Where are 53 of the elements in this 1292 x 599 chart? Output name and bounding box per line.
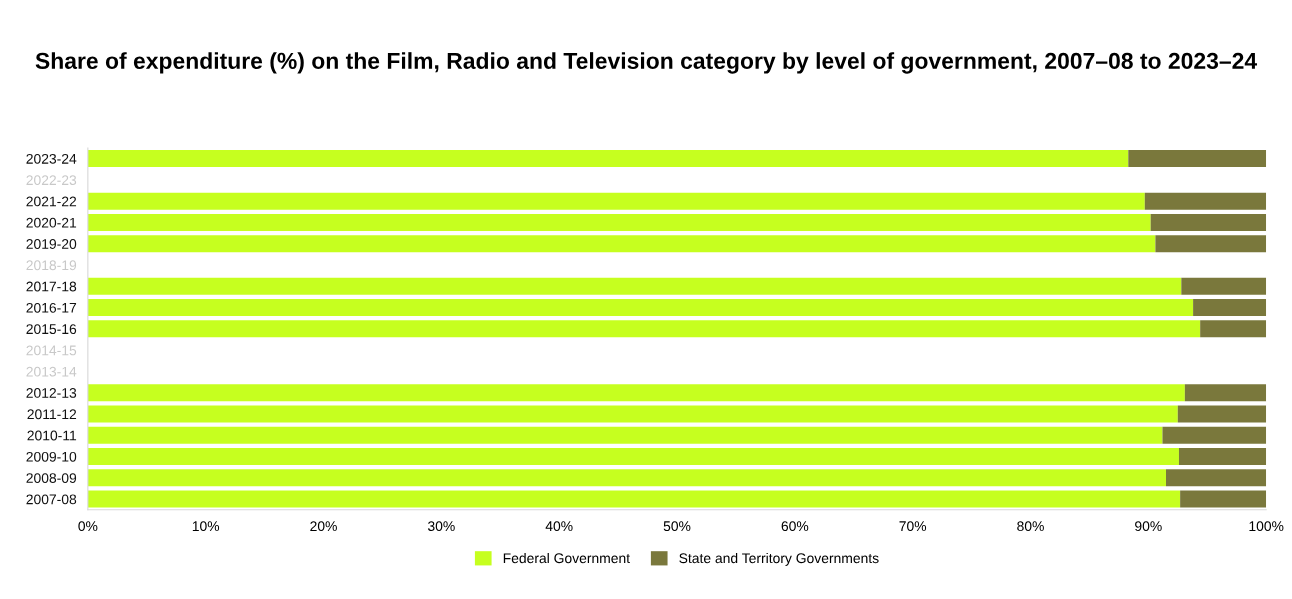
y-tick-label: 2021-22: [26, 196, 77, 207]
y-tick-label: 2017-18: [26, 281, 77, 292]
x-tick-label: 50%: [663, 521, 691, 532]
bar: [1144, 192, 1267, 210]
bar: [1200, 320, 1267, 338]
bar: [87, 213, 1151, 231]
y-tick-label: 2016-17: [26, 302, 77, 313]
y-tick-label: 2008-09: [26, 473, 77, 483]
bar: [87, 448, 1179, 466]
bar: [1177, 405, 1267, 423]
bar: [87, 277, 1182, 295]
bar: [1162, 426, 1267, 444]
x-tick-label: 80%: [1017, 521, 1044, 532]
bar: [87, 150, 1129, 168]
bar: [87, 299, 1194, 317]
bar: [1181, 277, 1267, 295]
y-tick-label: 2010-11: [27, 430, 77, 441]
bar: [87, 192, 1145, 210]
bar: [1184, 384, 1267, 402]
y-tick-label: 2023-24: [26, 153, 77, 164]
x-tick-label: 40%: [545, 521, 573, 532]
x-tick-label: 10%: [192, 521, 220, 532]
bar: [1180, 490, 1267, 508]
x-tick-label: 30%: [427, 521, 455, 532]
bar: [1193, 299, 1267, 317]
y-tick-label: 2015-16: [26, 324, 77, 335]
bar: [1178, 448, 1267, 466]
bar: [87, 384, 1185, 402]
x-tick-label: 60%: [781, 521, 809, 532]
x-tick-label: 70%: [899, 521, 927, 532]
x-tick-label: 20%: [310, 521, 337, 532]
x-tick-label: 100%: [1249, 521, 1284, 532]
bar: [1128, 150, 1267, 168]
legend-label: State and Territory Governments: [679, 552, 879, 566]
bar: [1150, 213, 1267, 231]
y-tick-label: 2019-20: [26, 239, 77, 249]
y-tick-label: 2007-08: [26, 494, 77, 505]
x-tick-label: 90%: [1135, 521, 1162, 532]
y-tick-label: 2012-13: [26, 388, 77, 398]
x-tick-label: 0%: [78, 521, 98, 532]
bar: [87, 320, 1201, 338]
bar: [87, 490, 1181, 508]
bar: [1166, 469, 1267, 487]
y-tick-label: 2020-21: [26, 217, 77, 228]
chart-title: Share of expenditure (%) on the Film, Radio and Television category by level of government, 2007–08 to 2023–24: [35, 52, 1258, 74]
bar: [87, 426, 1163, 444]
y-tick-label: 2009-10: [26, 451, 77, 462]
bar: [87, 405, 1178, 423]
bar: [87, 469, 1166, 487]
y-tick-label: 2011-12: [27, 409, 77, 420]
bar: [87, 235, 1156, 253]
bar: [1155, 235, 1267, 253]
legend-label: Federal Government: [503, 552, 630, 564]
